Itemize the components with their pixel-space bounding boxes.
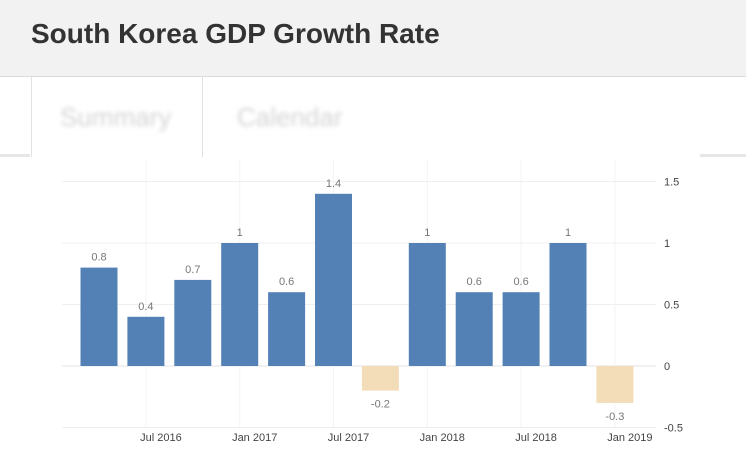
tab-bar: Summary Calendar [0,77,746,157]
bar[interactable] [455,292,493,366]
bar-value-label: 0.6 [513,276,528,288]
x-tick-label: Jul 2017 [328,432,370,444]
tab-calendar[interactable]: Calendar [202,77,392,157]
page-header: South Korea GDP Growth Rate [0,0,746,77]
x-tick-label: Jan 2017 [232,432,277,444]
bar-value-label: 0.6 [279,276,294,288]
y-axis: -0.5 0 0.5 1 1.5 [664,177,683,435]
x-tick-label: Jul 2016 [140,432,182,444]
bar[interactable] [268,292,306,366]
bar[interactable] [361,366,399,391]
x-tick-label: Jan 2018 [420,432,465,444]
bar-value-label: 1 [565,227,571,239]
tab-summary[interactable]: Summary [31,77,202,157]
bar[interactable] [221,243,259,366]
y-tick-label: -0.5 [664,423,683,435]
bar[interactable] [596,366,634,403]
y-tick-label: 1 [664,238,670,250]
y-tick-label: 1.5 [664,177,679,189]
bars [80,193,634,403]
tab-calendar-label: Calendar [237,102,343,132]
x-axis: Jul 2016 Jan 2017 Jul 2017 Jan 2018 Jul 2018… [140,432,652,444]
tab-underline-right [700,154,746,157]
bar-value-label: 1 [237,227,243,239]
bar-value-label: -0.2 [371,399,390,411]
bar[interactable] [408,243,446,366]
bar-value-label: 0.7 [185,264,200,276]
bar[interactable] [174,279,212,366]
bar[interactable] [549,243,587,366]
bar-value-label: 0.6 [467,276,482,288]
bar-value-label: 1 [424,227,430,239]
bar-value-label: 1.4 [326,178,341,190]
y-tick-label: 0 [664,361,670,373]
x-tick-label: Jul 2018 [515,432,557,444]
bar[interactable] [502,292,540,366]
bar[interactable] [315,193,352,366]
tab-underline-left [0,154,30,157]
page-title: South Korea GDP Growth Rate [31,18,440,49]
bar-value-labels: 0.8 0.4 0.7 1 0.6 1.4 -0.2 1 0.6 0.6 1 -0.3 [91,178,624,423]
bar-value-label: 0.4 [138,301,153,313]
bar-value-label: 0.8 [91,252,106,264]
bar-value-label: -0.3 [605,411,624,423]
y-tick-label: 0.5 [664,300,679,312]
bar[interactable] [127,316,165,366]
x-tick-label: Jan 2019 [607,432,652,444]
tab-summary-label: Summary [60,102,172,132]
bar[interactable] [80,267,118,366]
